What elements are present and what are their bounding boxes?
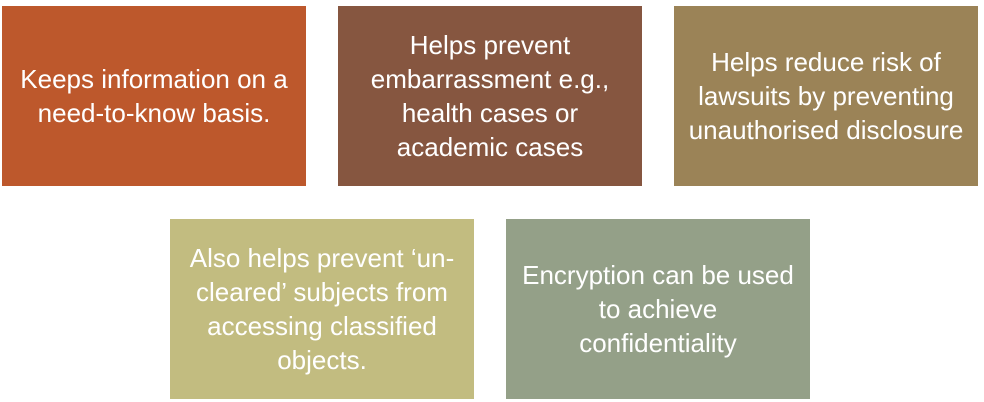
box-encryption: Encryption can be used to achieve confid… <box>506 219 810 399</box>
box-reduce-lawsuits: Helps reduce risk of lawsuits by prevent… <box>674 6 978 186</box>
box-need-to-know: Keeps information on a need-to-know basi… <box>2 6 306 186</box>
box-uncleared-subjects: Also helps prevent ‘un-cleared’ subjects… <box>170 219 474 399</box>
box-uncleared-subjects-text: Also helps prevent ‘un-cleared’ subjects… <box>189 243 455 375</box>
box-prevent-embarrassment-text: Helps prevent embarrassment e.g., health… <box>370 30 610 162</box>
box-reduce-lawsuits-text: Helps reduce risk of lawsuits by prevent… <box>688 47 964 145</box>
box-need-to-know-text: Keeps information on a need-to-know basi… <box>20 64 288 128</box>
box-prevent-embarrassment: Helps prevent embarrassment e.g., health… <box>338 6 642 186</box>
box-encryption-text: Encryption can be used to achieve confid… <box>522 260 794 358</box>
